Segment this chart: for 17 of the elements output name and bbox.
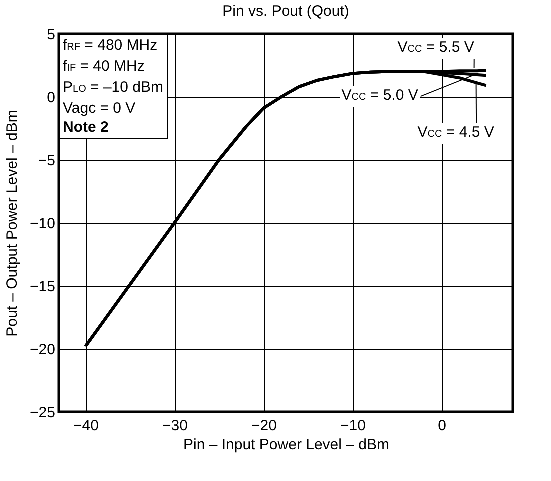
y-tick-label: 5: [47, 26, 56, 44]
x-tick-label: −10: [340, 418, 366, 434]
y-tick-label: −15: [30, 278, 56, 296]
chart-title: Pin vs. Pout (Qout): [222, 3, 350, 20]
y-tick-label: −20: [30, 342, 56, 358]
y-tick-label: −10: [30, 216, 56, 232]
x-tick-label: −20: [252, 418, 277, 434]
y-tick-label: 0: [47, 90, 56, 106]
y-tick-label: −5: [38, 152, 56, 170]
x-tick-label: −30: [162, 418, 188, 434]
x-tick-label: 0: [438, 418, 446, 434]
y-axis-title: Pout – Output Power Level – dBm: [4, 110, 22, 337]
annotation: Vagc = 0 V: [63, 99, 137, 118]
x-tick-label: −40: [73, 418, 99, 434]
x-axis-title: Pin – Input Power Level – dBm: [184, 436, 390, 454]
annotation: Note 2: [63, 118, 110, 137]
y-tick-label: −25: [30, 404, 56, 422]
